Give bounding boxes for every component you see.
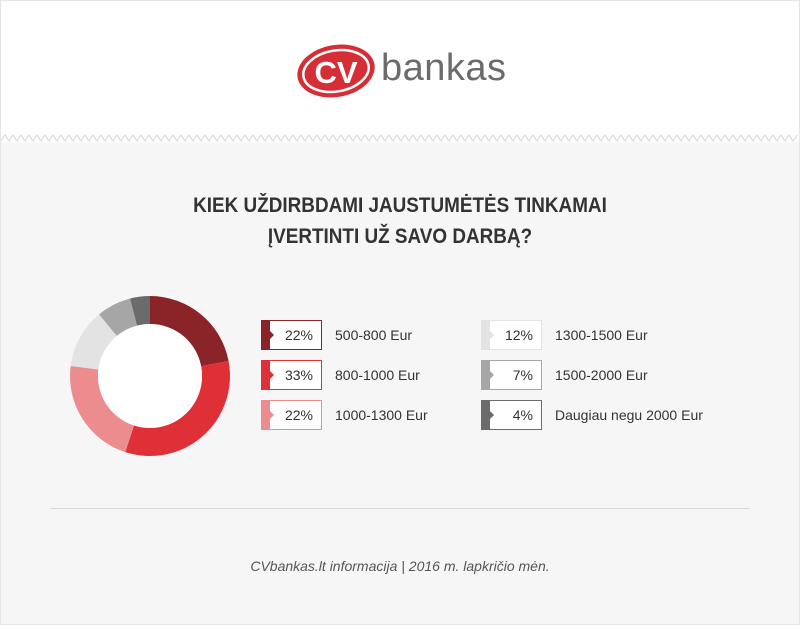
cvbankas-logo: CV: [297, 44, 375, 98]
legend-value-box: 12%: [489, 320, 542, 350]
legend-value: 7%: [512, 367, 533, 383]
legend-swatch: [261, 400, 269, 430]
legend-pointer: [489, 370, 494, 380]
legend-value-box: 7%: [489, 360, 542, 390]
donut-slice-6: [130, 296, 150, 326]
legend-value: 33%: [284, 367, 313, 383]
zigzag-divider: [1, 133, 798, 143]
legend-label: 1500-2000 Eur: [555, 367, 648, 383]
legend-value: 12%: [504, 327, 533, 343]
legend-swatch: [481, 320, 489, 350]
legend-label: 800-1000 Eur: [335, 367, 420, 383]
legend-swatch: [261, 320, 269, 350]
donut-slice-4: [70, 314, 117, 370]
legend-value-box: 4%: [489, 400, 542, 430]
legend-label: 500-800 Eur: [335, 327, 413, 343]
header-band: [1, 1, 799, 139]
donut-slice-5: [99, 298, 138, 336]
legend-swatch: [481, 400, 489, 430]
donut-hole: [98, 324, 202, 428]
logo-mark-text: CV: [314, 55, 357, 90]
legend-label: 1000-1300 Eur: [335, 407, 428, 423]
source-note: CVbankas.lt informacija | 2016 m. lapkri…: [250, 558, 550, 574]
legend-value-box: 22%: [269, 400, 322, 430]
chart-title: KIEK UŽDIRBDAMI JAUSTUMĖTĖS TINKAMAI ĮVE…: [130, 190, 670, 252]
legend-value-box: 22%: [269, 320, 322, 350]
chart-title-line-2: ĮVERTINTI UŽ SAVO DARBĄ?: [267, 225, 533, 248]
donut-chart: [70, 296, 230, 456]
legend-pointer: [489, 330, 494, 340]
footer-divider: [50, 508, 750, 509]
legend-pointer: [269, 330, 274, 340]
legend-pointer: [269, 410, 274, 420]
logo-wordmark: bankas: [381, 47, 507, 89]
legend-swatch: [481, 360, 489, 390]
legend-value: 4%: [512, 407, 533, 423]
donut-slice-3: [70, 365, 134, 453]
legend-value: 22%: [284, 407, 313, 423]
donut-slice-1: [150, 296, 229, 367]
donut-slice-2: [125, 361, 230, 456]
chart-title-line-1: KIEK UŽDIRBDAMI JAUSTUMĖTĖS TINKAMAI: [193, 194, 607, 217]
legend-pointer: [269, 370, 274, 380]
legend-pointer: [489, 410, 494, 420]
legend-swatch: [261, 360, 269, 390]
legend-value-box: 33%: [269, 360, 322, 390]
legend-label: 1300-1500 Eur: [555, 327, 648, 343]
legend-label: Daugiau negu 2000 Eur: [555, 407, 703, 423]
legend-value: 22%: [284, 327, 313, 343]
